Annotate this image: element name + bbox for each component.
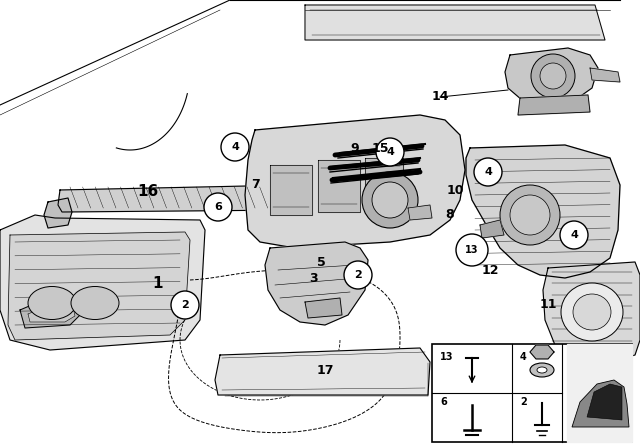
Text: 15: 15 xyxy=(371,142,388,155)
Bar xyxy=(432,344,632,442)
Circle shape xyxy=(456,234,488,266)
Text: 4: 4 xyxy=(520,352,527,362)
Text: 1: 1 xyxy=(153,276,163,290)
Polygon shape xyxy=(518,95,590,115)
Circle shape xyxy=(221,133,249,161)
Circle shape xyxy=(560,221,588,249)
Text: 4: 4 xyxy=(231,142,239,152)
Polygon shape xyxy=(408,205,432,220)
Polygon shape xyxy=(245,115,465,248)
Polygon shape xyxy=(572,380,629,427)
Text: 2: 2 xyxy=(354,270,362,280)
Text: 13: 13 xyxy=(465,245,479,255)
Polygon shape xyxy=(28,300,75,322)
Text: 5: 5 xyxy=(317,257,325,270)
Text: 9: 9 xyxy=(351,142,359,155)
Text: 6: 6 xyxy=(214,202,222,212)
Polygon shape xyxy=(20,295,80,328)
Ellipse shape xyxy=(71,287,119,319)
Text: 8: 8 xyxy=(445,208,454,221)
Polygon shape xyxy=(587,384,622,420)
Ellipse shape xyxy=(28,287,76,319)
Text: 14: 14 xyxy=(431,90,449,103)
Polygon shape xyxy=(58,185,300,212)
Polygon shape xyxy=(0,215,205,350)
Polygon shape xyxy=(530,345,554,359)
Ellipse shape xyxy=(530,363,554,377)
Polygon shape xyxy=(305,298,342,318)
Circle shape xyxy=(500,185,560,245)
Polygon shape xyxy=(318,160,360,212)
Polygon shape xyxy=(265,242,368,325)
Polygon shape xyxy=(466,145,620,278)
Text: 4: 4 xyxy=(570,230,578,240)
Ellipse shape xyxy=(561,283,623,341)
Text: 4: 4 xyxy=(386,147,394,157)
Polygon shape xyxy=(590,68,620,82)
Text: 2: 2 xyxy=(181,300,189,310)
Polygon shape xyxy=(567,344,632,442)
Circle shape xyxy=(171,291,199,319)
Circle shape xyxy=(510,195,550,235)
Polygon shape xyxy=(44,198,72,228)
Text: 6: 6 xyxy=(440,397,447,407)
Circle shape xyxy=(531,54,575,98)
Circle shape xyxy=(474,158,502,186)
Polygon shape xyxy=(305,5,605,40)
Text: 11: 11 xyxy=(540,298,557,311)
Polygon shape xyxy=(8,232,190,340)
Text: 12: 12 xyxy=(481,263,499,276)
Text: 7: 7 xyxy=(251,178,259,191)
Text: 10: 10 xyxy=(446,184,464,197)
Polygon shape xyxy=(505,48,598,105)
Circle shape xyxy=(376,138,404,166)
Polygon shape xyxy=(543,262,640,362)
Circle shape xyxy=(204,193,232,221)
Circle shape xyxy=(540,63,566,89)
Polygon shape xyxy=(270,165,312,215)
Text: 17: 17 xyxy=(316,363,333,376)
Circle shape xyxy=(344,261,372,289)
Text: 13: 13 xyxy=(440,352,454,362)
Circle shape xyxy=(372,182,408,218)
Text: 2: 2 xyxy=(520,397,527,407)
Ellipse shape xyxy=(537,367,547,373)
Circle shape xyxy=(362,172,418,228)
Ellipse shape xyxy=(573,294,611,330)
Text: 4: 4 xyxy=(484,167,492,177)
Text: 3: 3 xyxy=(308,271,317,284)
Polygon shape xyxy=(480,220,504,238)
Polygon shape xyxy=(365,158,403,208)
Text: 16: 16 xyxy=(138,185,159,199)
Polygon shape xyxy=(215,348,430,395)
